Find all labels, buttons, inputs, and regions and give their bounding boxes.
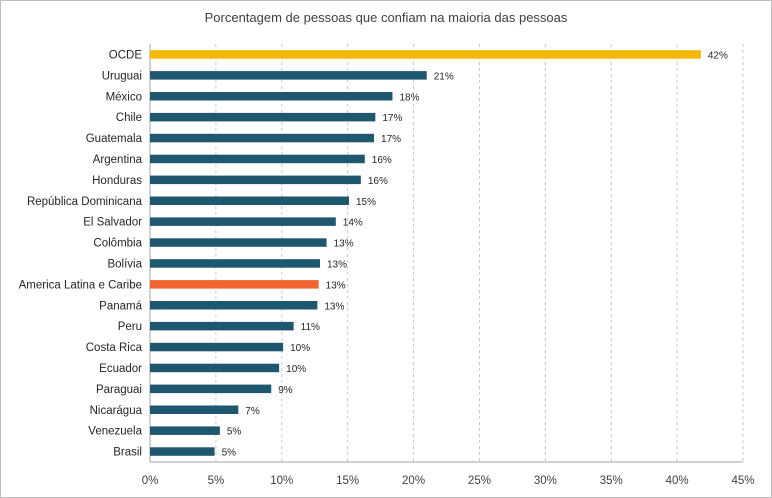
category-label: Chile (116, 112, 142, 124)
bar (150, 175, 361, 185)
bar (150, 112, 376, 122)
category-label: Peru (118, 321, 142, 333)
data-label: 7% (245, 406, 260, 417)
category-label: Paraguai (96, 384, 142, 396)
category-label: El Salvador (83, 217, 142, 229)
category-label: Ecuador (99, 363, 142, 375)
x-tick-label: 45% (731, 475, 754, 487)
category-label: República Dominicana (27, 196, 143, 208)
data-label: 17% (381, 134, 401, 145)
bar (150, 50, 701, 59)
data-label: 13% (327, 259, 347, 270)
bar (150, 154, 365, 164)
category-label: OCDE (109, 49, 143, 61)
bar (150, 133, 375, 143)
data-label: 13% (334, 239, 354, 250)
bar (150, 342, 284, 352)
bar (150, 92, 393, 101)
category-label: México (106, 91, 142, 103)
category-label: Honduras (92, 175, 142, 187)
chart-title: Porcentagem de pessoas que confiam na ma… (204, 10, 568, 25)
data-label: 16% (372, 155, 392, 166)
x-tick-label: 30% (534, 475, 557, 487)
category-label: Costa Rica (86, 342, 143, 354)
bar (150, 447, 215, 456)
data-label: 17% (382, 113, 402, 124)
data-label: 18% (399, 92, 419, 103)
category-label: Guatemala (86, 133, 143, 145)
data-label: 10% (290, 343, 310, 354)
bar (150, 217, 336, 226)
bar (150, 405, 239, 414)
data-label: 42% (708, 50, 728, 61)
data-label: 5% (227, 427, 242, 438)
bar (150, 384, 272, 394)
bar (150, 426, 220, 435)
data-label: 5% (222, 448, 237, 459)
category-label: Nicarágua (90, 405, 143, 417)
bar (150, 280, 319, 289)
bar (150, 363, 280, 373)
data-label: 9% (278, 385, 293, 396)
category-label: Argentina (93, 154, 143, 166)
x-tick-label: 40% (666, 475, 689, 487)
data-label: 10% (286, 364, 306, 375)
bar (150, 196, 349, 205)
category-label: Colômbia (93, 238, 142, 250)
data-label: 16% (368, 176, 388, 187)
data-label: 14% (343, 218, 363, 229)
data-label: 21% (434, 71, 454, 82)
data-label: 13% (326, 280, 346, 291)
bar (150, 321, 294, 331)
data-label: 13% (324, 301, 344, 312)
x-tick-label: 10% (270, 475, 293, 487)
category-label: America Latina e Caribe (19, 279, 142, 291)
data-label: 11% (301, 322, 320, 333)
bar (150, 301, 318, 310)
category-label: Panamá (99, 300, 142, 312)
bar (150, 259, 320, 268)
bar (150, 238, 327, 247)
x-tick-label: 15% (336, 475, 359, 487)
x-tick-label: 25% (468, 475, 491, 487)
x-tick-label: 0% (142, 475, 159, 487)
category-label: Venezuela (88, 426, 142, 438)
x-tick-label: 35% (600, 475, 623, 487)
data-label: 15% (356, 197, 376, 208)
category-label: Uruguai (102, 70, 142, 82)
category-label: Brasil (113, 447, 142, 459)
category-label: Bolívia (107, 258, 142, 270)
x-tick-label: 5% (208, 475, 225, 487)
bar (150, 71, 427, 80)
x-tick-label: 20% (402, 475, 425, 487)
